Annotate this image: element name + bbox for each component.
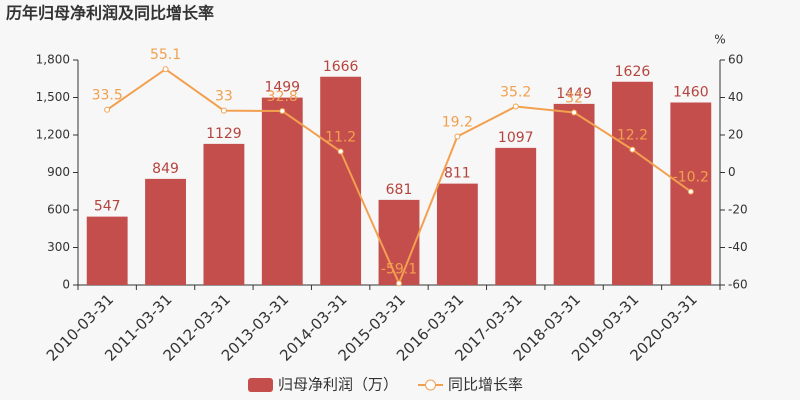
bar-value-label: 849: [152, 161, 179, 177]
bar: [436, 183, 478, 285]
line-value-label: -10.2: [673, 170, 709, 186]
line-point: [454, 133, 461, 140]
y-tick-label: 1,800: [36, 53, 70, 67]
line-value-label: 11.2: [325, 130, 356, 146]
bar-value-label: 1097: [498, 130, 534, 146]
y-tick-label: 1,500: [36, 90, 70, 104]
bar-value-label: 1460: [673, 85, 709, 101]
line-point: [396, 280, 402, 287]
line-value-label: 32.8: [267, 89, 298, 105]
line-value-label: 33.5: [92, 88, 123, 104]
bar: [612, 81, 653, 285]
line-point: [104, 106, 111, 113]
bar: [86, 216, 128, 285]
line-point: [512, 103, 519, 110]
line-point: [629, 146, 636, 153]
bar-value-label: 811: [444, 166, 471, 182]
line-value-label: 12.2: [617, 128, 648, 144]
bar-value-label: 547: [94, 199, 121, 215]
y2-tick-label: -20: [728, 203, 748, 217]
bar: [553, 103, 595, 285]
y-tick-label: 0: [62, 278, 70, 292]
y2-tick-label: 60: [728, 53, 743, 67]
line-point: [162, 66, 169, 73]
y-tick-label: 300: [47, 240, 70, 254]
bar-value-label: 1499: [264, 80, 300, 96]
y-tick-label: 600: [47, 203, 70, 217]
line-value-label: 33: [215, 89, 233, 105]
bar: [261, 97, 303, 285]
line-point: [337, 148, 344, 155]
bar: [145, 178, 186, 285]
bar-value-label: 1129: [206, 126, 242, 142]
bar-value-label: 681: [386, 182, 413, 198]
chart-title: 历年归母净利润及同比增长率: [6, 4, 214, 23]
bar: [495, 147, 537, 285]
legend-label: 归母净利润（万）: [278, 376, 398, 394]
bar: [378, 199, 420, 285]
legend-swatch: [425, 379, 437, 391]
line-point: [571, 109, 578, 116]
bar-value-label: 1449: [556, 86, 592, 102]
line-value-label: 55.1: [150, 47, 181, 63]
y-tick-label: 900: [47, 165, 70, 179]
bar-value-label: 1666: [323, 59, 359, 75]
y2-tick-label: -40: [728, 240, 748, 254]
bar-value-label: 1626: [615, 64, 651, 80]
y2-unit: %: [714, 33, 725, 47]
y2-tick-label: -60: [728, 278, 748, 292]
line-value-label: 35.2: [500, 85, 531, 101]
legend-swatch: [248, 378, 273, 392]
line-point: [220, 107, 227, 114]
bar: [320, 76, 362, 285]
legend-label: 同比增长率: [448, 376, 523, 394]
line-value-label: 32: [565, 91, 583, 107]
bar: [203, 143, 245, 285]
line-point: [687, 188, 694, 195]
y2-tick-label: 20: [728, 128, 743, 142]
y-tick-label: 1,200: [36, 128, 70, 142]
y2-tick-label: 40: [728, 90, 743, 104]
y2-tick-label: 0: [728, 165, 736, 179]
line-value-label: -59.1: [381, 261, 417, 277]
line-value-label: 19.2: [442, 115, 473, 131]
line-point: [279, 108, 286, 114]
